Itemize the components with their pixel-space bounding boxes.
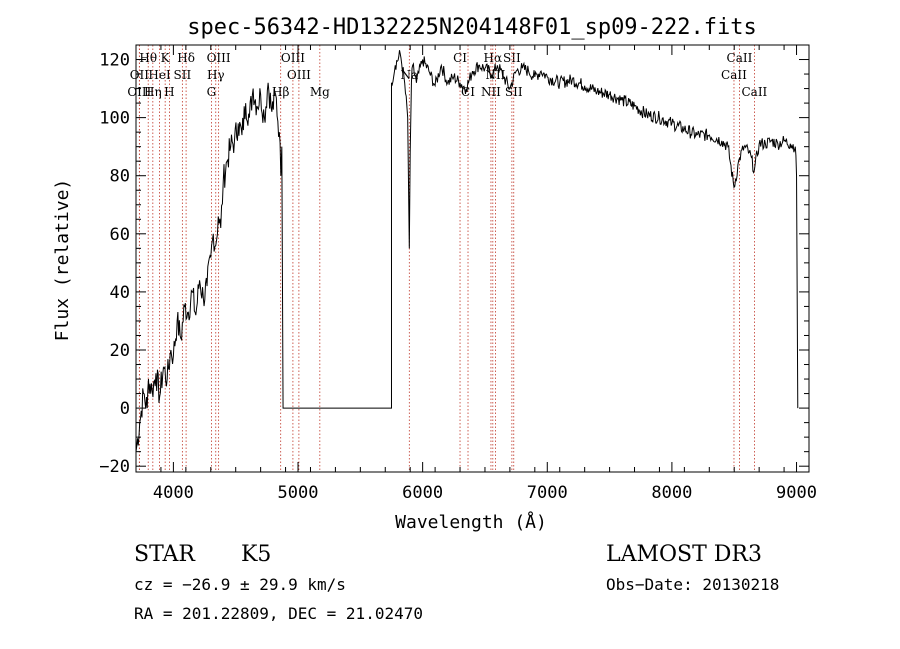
y-tick-label: 80	[110, 167, 130, 187]
line-marker-label: Hθ	[139, 51, 157, 65]
line-marker-label: CaII	[741, 85, 767, 99]
x-tick-label: 8000	[651, 483, 692, 503]
line-marker-label: OIII	[127, 85, 151, 99]
y-tick-label: 0	[120, 399, 130, 419]
line-marker-label: OII	[130, 68, 150, 82]
line-marker-label: CaII	[727, 51, 753, 65]
subclass: K5	[241, 542, 271, 567]
line-marker-label: Hα	[484, 51, 503, 65]
line-marker-label: SII	[505, 85, 523, 99]
y-tick-label: 60	[110, 225, 130, 245]
x-tick-label: 5000	[278, 483, 319, 503]
line-marker-label: Mg	[310, 85, 330, 99]
plot-area	[135, 50, 799, 452]
line-marker-label: Hη	[144, 85, 162, 99]
line-marker-label: OIII	[287, 68, 311, 82]
line-marker-label: CI	[453, 51, 467, 65]
line-marker-label: Hγ	[207, 68, 225, 82]
x-tick-label: 7000	[527, 483, 568, 503]
x-tick-label: 9000	[776, 483, 817, 503]
plot-frame	[135, 44, 810, 473]
line-marker-label: Hδ	[177, 51, 195, 65]
ra-dec-coords: RA = 201.22809, DEC = 21.02470	[134, 604, 423, 623]
line-markers: Hθ OII OIII K HeI Hη H Hδ SII OIII Hγ G Hβ OIII OIII Mg…	[127, 45, 768, 472]
line-marker-label: NII	[481, 85, 501, 99]
y-tick-label: 40	[110, 283, 130, 303]
line-marker-label: OIII	[281, 51, 305, 65]
y-tick-label: −20	[99, 457, 130, 477]
y-axis-label: Flux (relative)	[52, 179, 73, 342]
line-marker-label: K	[161, 51, 171, 65]
axis-ticks: 4000 5000 6000 7000 8000 9000 −20 0 20 40 60 80 100 1…	[99, 45, 817, 503]
line-marker-label: SII	[503, 51, 521, 65]
obs-date: Obs−Date: 20130218	[606, 575, 779, 594]
x-tick-label: 4000	[153, 483, 194, 503]
line-marker-label: HeI	[148, 68, 171, 82]
line-marker-label: H	[164, 85, 174, 99]
line-marker-label: CaII	[721, 68, 747, 82]
x-tick-label: 6000	[402, 483, 443, 503]
y-tick-label: 120	[99, 51, 130, 71]
line-marker-label: SII	[174, 68, 192, 82]
x-axis-label: Wavelength (Å)	[395, 511, 547, 533]
y-tick-label: 100	[99, 109, 130, 129]
spectrum-line	[135, 50, 799, 452]
chart-title: spec-56342-HD132225N204148F01_sp09-222.f…	[187, 15, 757, 40]
object-class: STAR	[134, 542, 196, 567]
line-marker-label: Hβ	[272, 85, 289, 99]
line-marker-label: OIII	[207, 51, 231, 65]
line-marker-label: G	[207, 85, 217, 99]
redshift-cz: cz = −26.9 ± 29.9 km/s	[134, 575, 346, 594]
survey-name: LAMOST DR3	[606, 542, 762, 567]
y-tick-label: 20	[110, 341, 130, 361]
